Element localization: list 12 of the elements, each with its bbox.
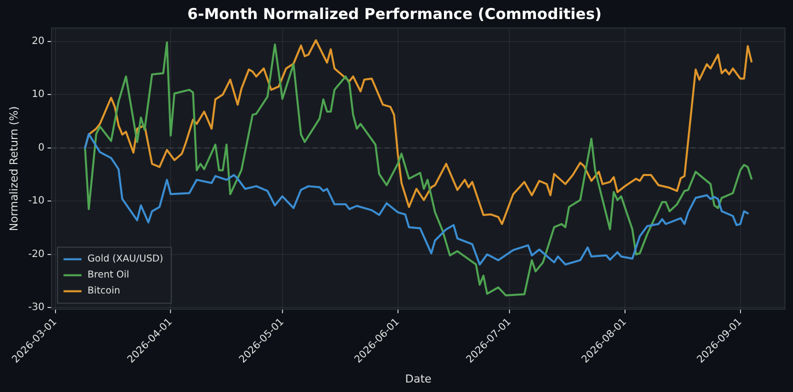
y-tick-label: -10: [28, 196, 45, 207]
x-axis-title: Date: [405, 372, 432, 386]
y-tick-label: -30: [28, 302, 45, 314]
legend-label: Bitcoin: [88, 286, 120, 297]
legend-label: Gold (XAU/USD): [88, 254, 164, 265]
chart-title: 6-Month Normalized Performance (Commodities): [187, 4, 602, 23]
legend-label: Brent Oil: [88, 270, 130, 281]
y-tick-label: 0: [38, 142, 45, 154]
y-tick-label: 20: [32, 36, 45, 47]
y-axis-title: Normalized Return (%): [7, 106, 20, 232]
y-tick-label: -20: [28, 248, 45, 260]
y-tick-label: 10: [32, 89, 45, 100]
